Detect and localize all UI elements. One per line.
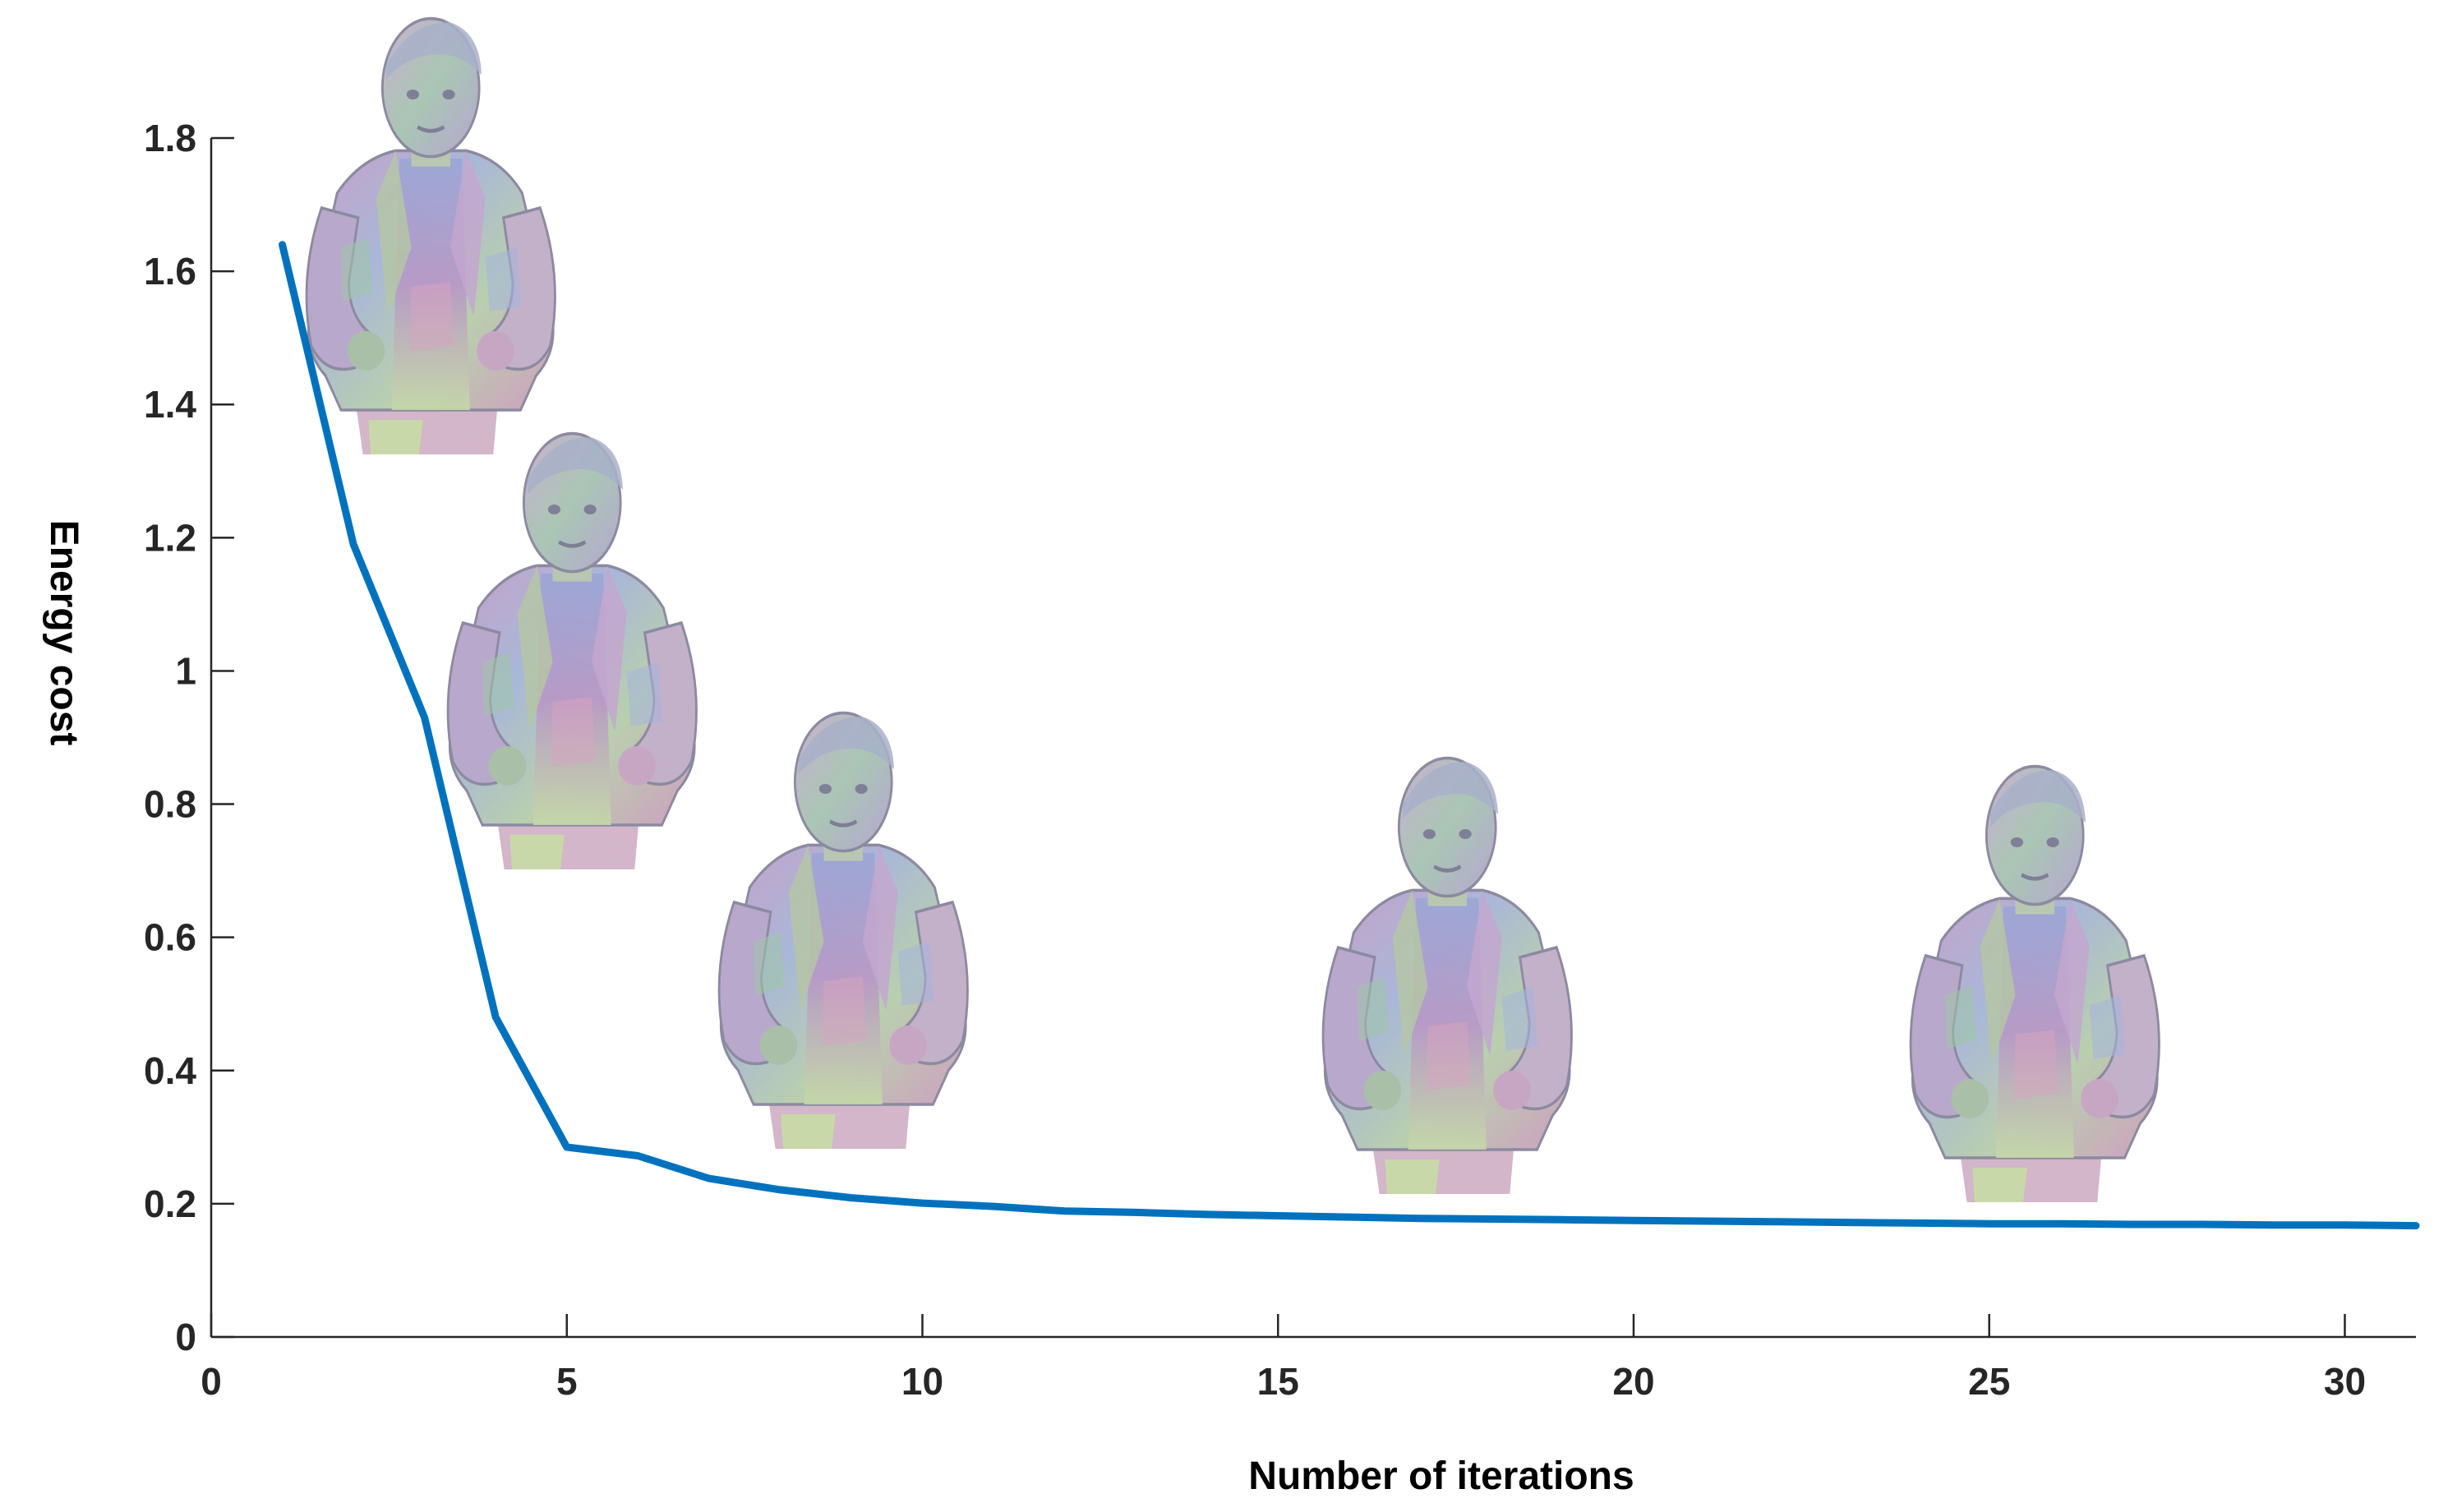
mesh-figure-5 [1911, 767, 2159, 1202]
y-axis-ticks: 0 0.2 0.4 0.6 0.8 1 1.2 1.4 1.6 1.8 [144, 117, 234, 1358]
y-axis-title: Energy cost [42, 520, 85, 746]
y-tick-label: 0.4 [144, 1049, 196, 1092]
y-tick-label: 0 [175, 1316, 196, 1358]
y-tick-label: 1.8 [144, 117, 196, 159]
y-tick-label: 0.6 [144, 916, 196, 959]
y-tick-label: 0.2 [144, 1182, 196, 1225]
y-tick-label: 0.8 [144, 783, 196, 826]
x-tick-label: 20 [1612, 1360, 1654, 1403]
mesh-figure-4 [1323, 758, 1571, 1194]
y-tick-label: 1.2 [144, 516, 196, 559]
x-tick-label: 30 [2324, 1360, 2366, 1403]
x-tick-label: 0 [201, 1360, 222, 1403]
mesh-figure-1 [307, 19, 555, 454]
x-axis-title: Number of iterations [1248, 1454, 1634, 1498]
x-tick-label: 5 [556, 1360, 578, 1403]
y-tick-label: 1.6 [144, 250, 196, 293]
y-tick-label: 1.4 [144, 383, 196, 426]
y-tick-label: 1 [175, 649, 196, 692]
mesh-figure-2 [448, 434, 696, 869]
x-axis-ticks: 0 5 10 15 20 25 30 [201, 1314, 2366, 1403]
energy-cost-series-line [279, 241, 2420, 1230]
x-tick-label: 10 [901, 1360, 943, 1403]
x-tick-label: 15 [1257, 1360, 1299, 1403]
mesh-figure-3 [719, 713, 967, 1149]
x-tick-label: 25 [1968, 1360, 2010, 1403]
